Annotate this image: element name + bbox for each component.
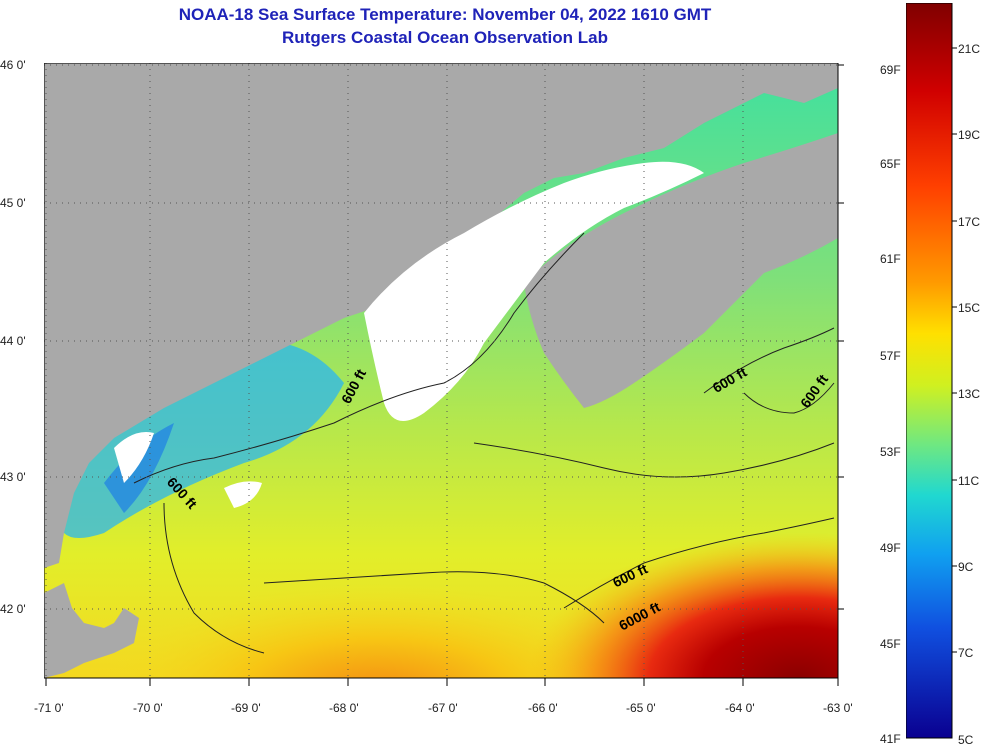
colorbar-ticks: [952, 47, 957, 653]
land-cape-cod: [44, 583, 139, 678]
colorbar-c-label: 17C: [958, 215, 980, 229]
temperature-colorbar: [906, 3, 957, 739]
cloud-cover-bay-of-fundy: [364, 161, 704, 421]
colorbar-f-label: 45F: [880, 637, 901, 651]
colorbar-c-label: 21C: [958, 42, 980, 56]
colorbar-c-label: 11C: [958, 474, 979, 488]
lat-label: 46 0': [0, 58, 26, 72]
contour-6000ft: [563, 517, 835, 609]
colorbar-f-label: 49F: [880, 541, 901, 555]
lon-label: -68 0': [329, 701, 359, 715]
lon-label: -65 0': [626, 701, 656, 715]
contour-600ft: [133, 232, 835, 484]
contour-600ft-east: [703, 327, 835, 414]
cold-water-patch: [104, 423, 174, 513]
lat-label: 45 0': [0, 196, 26, 210]
colorbar-f-label: 57F: [880, 349, 901, 363]
colorbar-c-label: 5C: [958, 733, 974, 747]
colorbar-f-label: 53F: [880, 445, 901, 459]
colorbar-f-label: 41F: [880, 732, 901, 746]
colorbar-f-label: 69F: [880, 63, 901, 77]
lon-label: -69 0': [231, 701, 261, 715]
land-maine: [44, 63, 838, 568]
lon-label: -63 0': [823, 701, 853, 715]
colorbar-gradient: [906, 3, 953, 739]
contour-600ft-south: [163, 502, 605, 654]
lon-label: -64 0': [725, 701, 755, 715]
colorbar-c-label: 19C: [958, 128, 980, 142]
sst-map[interactable]: 600 ft 600 ft 600 ft 600 ft 600 ft 6000 …: [44, 63, 844, 741]
land-nova-scotia: [524, 133, 838, 408]
graticule: [44, 63, 838, 678]
lon-label: -67 0': [428, 701, 458, 715]
colorbar-f-label: 61F: [880, 252, 901, 266]
chart-subtitle: Rutgers Coastal Ocean Observation Lab: [282, 28, 608, 47]
colorbar-c-label: 7C: [958, 646, 974, 660]
axis-ticks: [45, 64, 844, 686]
cloud-cover-coast: [114, 432, 154, 483]
colorbar-c-label: 15C: [958, 301, 980, 315]
chart-title: NOAA-18 Sea Surface Temperature: Novembe…: [178, 5, 712, 24]
lat-label: 44 0': [0, 334, 26, 348]
lon-label: -66 0': [528, 701, 558, 715]
lon-label: -70 0': [133, 701, 163, 715]
lat-label: 42 0': [0, 602, 26, 616]
colorbar-f-label: 65F: [880, 157, 901, 171]
colorbar-c-label: 13C: [958, 387, 980, 401]
lon-label: -71 0': [34, 701, 64, 715]
gulf-stream-warm-core: [344, 413, 838, 678]
lat-label: 43 0': [0, 470, 26, 484]
colorbar-c-label: 9C: [958, 560, 974, 574]
cloud-cover-patch: [224, 481, 262, 508]
map-frame: [44, 63, 839, 679]
